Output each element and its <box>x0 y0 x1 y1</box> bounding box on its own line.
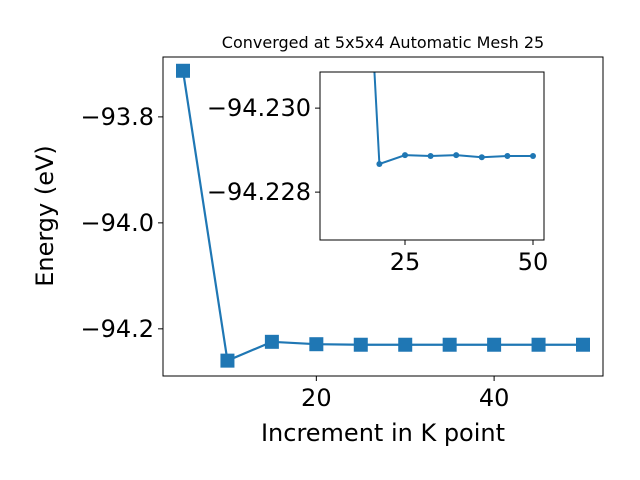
chart-title: Converged at 5x5x4 Automatic Mesh 25 <box>222 33 544 52</box>
series <box>176 63 590 368</box>
x-tick-label: 50 <box>518 248 549 276</box>
marker <box>487 337 502 352</box>
marker <box>531 337 546 352</box>
series <box>373 72 536 167</box>
axes-frame <box>319 71 545 241</box>
marker <box>220 353 235 368</box>
marker <box>264 334 279 349</box>
x-tick-label: 25 <box>390 248 421 276</box>
marker <box>353 337 368 352</box>
x-tick-label: 20 <box>301 384 332 412</box>
marker <box>442 337 457 352</box>
y-tick-label: −94.228 <box>207 178 311 206</box>
y-tick-label: −93.8 <box>80 103 154 131</box>
marker <box>504 153 511 159</box>
line <box>181 70 583 363</box>
marker <box>427 153 434 159</box>
x-axis-label: Increment in K point <box>261 419 505 447</box>
y-tick-label: −94.2 <box>80 315 154 343</box>
marker <box>453 152 460 159</box>
marker <box>309 337 324 352</box>
marker <box>176 63 190 78</box>
x-tick-label: 40 <box>479 384 510 412</box>
marker <box>478 154 485 161</box>
y-axis-label: Energy (eV) <box>31 145 59 287</box>
line <box>373 72 533 166</box>
axes-frame <box>162 56 604 377</box>
marker <box>376 160 383 167</box>
y-tick-label: −94.230 <box>207 94 311 122</box>
marker <box>398 337 413 352</box>
marker <box>529 153 536 159</box>
marker <box>576 337 590 352</box>
marker <box>401 152 408 159</box>
y-tick-label: −94.0 <box>80 209 154 237</box>
